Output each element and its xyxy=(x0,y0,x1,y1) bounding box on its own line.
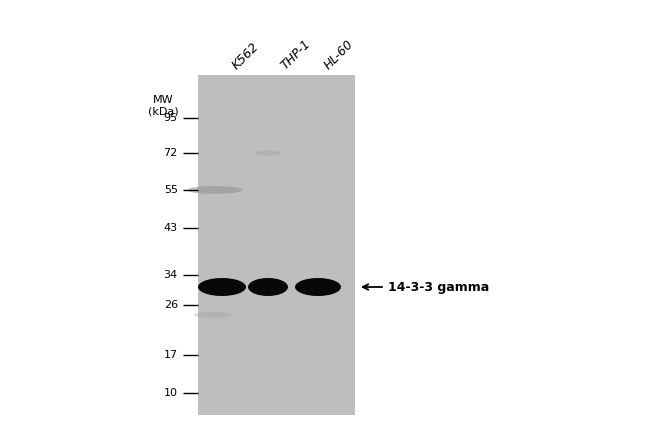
Text: 26: 26 xyxy=(164,300,178,310)
Ellipse shape xyxy=(187,186,242,194)
Text: HL-60: HL-60 xyxy=(322,38,357,72)
Bar xyxy=(198,75,355,415)
Ellipse shape xyxy=(255,151,281,155)
Text: 55: 55 xyxy=(164,185,178,195)
Ellipse shape xyxy=(248,278,288,296)
Text: MW
(kDa): MW (kDa) xyxy=(148,95,178,116)
Text: THP-1: THP-1 xyxy=(278,37,313,72)
Text: K562: K562 xyxy=(230,40,262,72)
Text: 72: 72 xyxy=(164,148,178,158)
Text: 14-3-3 gamma: 14-3-3 gamma xyxy=(388,281,489,293)
Text: 43: 43 xyxy=(164,223,178,233)
Text: 95: 95 xyxy=(164,113,178,123)
Ellipse shape xyxy=(194,312,232,318)
Ellipse shape xyxy=(198,278,246,296)
Text: 10: 10 xyxy=(164,388,178,398)
Text: 34: 34 xyxy=(164,270,178,280)
Ellipse shape xyxy=(295,278,341,296)
Text: 17: 17 xyxy=(164,350,178,360)
